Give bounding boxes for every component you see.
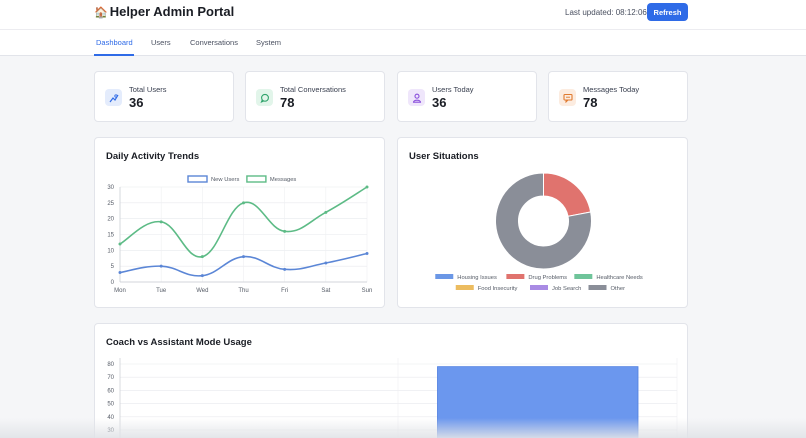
donut-slice-other — [495, 172, 592, 270]
data-point — [242, 201, 245, 205]
stat-value: 78 — [583, 95, 598, 110]
data-point — [118, 271, 122, 274]
data-point — [365, 185, 369, 189]
data-point — [324, 210, 328, 214]
mode-usage-card: Coach vs Assistant Mode Usage 30 40 50 60 70… — [94, 323, 688, 438]
stat-card-messages-today: Messages Today 78 — [548, 71, 688, 122]
bar-chart: 30 40 50 60 70 80 — [107, 358, 678, 438]
legend-swatch — [455, 285, 474, 290]
x-tick-label: Tue — [156, 288, 167, 294]
y-tick-label: 25 — [107, 201, 114, 207]
stat-label: Total Users — [129, 85, 167, 94]
y-tick-label: 5 — [111, 264, 115, 270]
legend-label: Housing Issues — [457, 275, 497, 281]
legend-label: Drug Problems — [528, 275, 567, 281]
stat-card-total-conversations: Total Conversations 78 — [245, 71, 385, 122]
house-icon: 🏠 — [94, 7, 108, 19]
active-tab-indicator — [94, 54, 134, 56]
y-tick-label: 10 — [107, 248, 114, 254]
x-tick-label: Thu — [238, 288, 248, 294]
x-tick-label: Fri — [281, 288, 288, 294]
legend-label: Job Search — [552, 286, 581, 292]
chart-title: Coach vs Assistant Mode Usage — [106, 337, 252, 348]
data-point — [118, 242, 122, 246]
data-point — [242, 255, 245, 259]
data-point — [283, 229, 287, 233]
legend-swatch — [246, 175, 267, 183]
refresh-button[interactable]: Refresh — [647, 3, 688, 21]
y-tick-label: 60 — [107, 388, 114, 394]
y-tick-label: 15 — [107, 233, 114, 239]
tab-conversations[interactable]: Conversations — [190, 38, 238, 47]
legend-swatch — [588, 285, 607, 290]
y-tick-label: 70 — [107, 375, 114, 381]
app-header: 🏠 Helper Admin Portal Last updated: 08:12… — [0, 0, 806, 29]
y-tick-label: 80 — [107, 362, 114, 368]
chat-bubble-icon — [256, 89, 273, 106]
legend-label: New Users — [211, 177, 239, 183]
tab-users[interactable]: Users — [151, 38, 171, 47]
data-point — [283, 267, 287, 271]
data-point — [159, 264, 163, 268]
donut-chart: Housing Issues Drug Problems Healthcare Ne… — [435, 172, 643, 292]
chart-title: User Situations — [409, 151, 479, 162]
tab-system[interactable]: System — [256, 38, 282, 47]
legend-label: Food Insecurity — [478, 286, 518, 292]
legend-swatch — [506, 274, 525, 279]
stat-card-total-users: Total Users 36 — [94, 71, 234, 122]
legend-label: Other — [611, 286, 626, 292]
line-chart: 0 5 10 15 20 25 30 Mon Tue Wed Thu Fri Sat Sun New Use… — [107, 175, 373, 294]
data-point — [324, 261, 328, 265]
legend-swatch — [187, 175, 208, 183]
legend-label: Messages — [270, 177, 297, 183]
legend-swatch — [574, 274, 593, 279]
stat-value: 36 — [432, 95, 447, 110]
users-chart-icon — [105, 89, 122, 106]
stat-label: Total Conversations — [280, 85, 346, 94]
data-point — [200, 255, 204, 259]
y-tick-label: 40 — [107, 415, 114, 421]
legend-swatch — [530, 285, 548, 290]
y-tick-label: 30 — [107, 185, 114, 191]
stat-value: 36 — [129, 95, 144, 110]
stat-value: 78 — [280, 95, 295, 110]
app-title: 🏠 Helper Admin Portal — [94, 4, 235, 19]
x-tick-label: Wed — [196, 288, 208, 294]
message-icon — [559, 89, 576, 106]
legend-swatch — [435, 274, 454, 279]
y-tick-label: 30 — [107, 428, 114, 434]
tab-bar: Dashboard Users Conversations System — [0, 29, 806, 56]
data-point — [159, 220, 163, 224]
data-point — [365, 252, 369, 255]
x-tick-label: Sun — [362, 288, 373, 294]
stat-card-users-today: Users Today 36 — [397, 71, 537, 122]
last-updated-text: Last updated: 08:12:06 — [565, 8, 647, 17]
legend-label: Healthcare Needs — [596, 275, 643, 281]
data-point — [200, 274, 204, 278]
stat-label: Users Today — [432, 85, 474, 94]
user-situations-card: User Situations Housing Issues Drug Probl… — [397, 137, 688, 308]
donut-slice-drug-problems — [543, 172, 592, 217]
daily-activity-card: Daily Activity Trends 0 5 10 15 20 25 30 Mon Tue… — [94, 137, 385, 308]
chart-title: Daily Activity Trends — [106, 151, 200, 162]
x-tick-label: Sat — [321, 288, 330, 294]
y-tick-label: 20 — [107, 217, 114, 223]
y-tick-label: 50 — [107, 402, 114, 408]
x-tick-label: Mon — [114, 288, 126, 294]
person-icon — [408, 89, 425, 106]
tab-dashboard[interactable]: Dashboard — [96, 38, 133, 47]
bar-assistant — [437, 366, 639, 438]
y-tick-label: 0 — [111, 280, 115, 286]
stat-label: Messages Today — [583, 85, 640, 94]
